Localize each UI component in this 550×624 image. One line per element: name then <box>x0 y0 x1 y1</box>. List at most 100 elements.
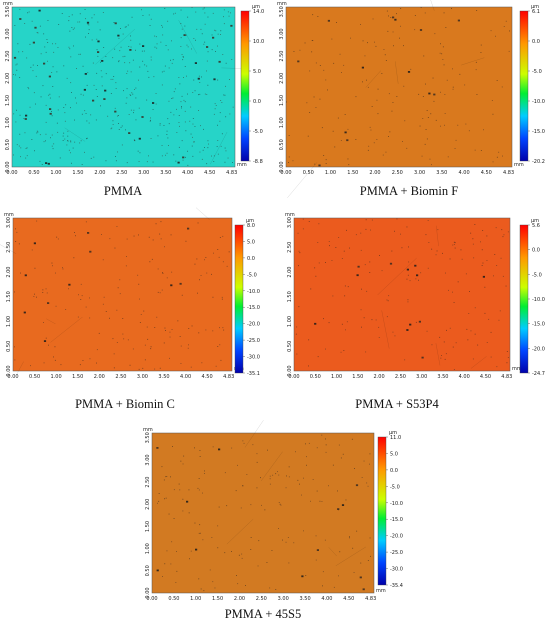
y-tick-label: 3.50 <box>279 6 285 17</box>
panel-pmma-biomin-c: 0.00 0.50 1.00 1.50 2.00 2.50 3.00 3.50 4.00 4.50… <box>0 207 275 418</box>
x-tick-label: 4.50 <box>480 374 491 380</box>
y-axis-unit: mm <box>3 1 13 7</box>
y-tick-label: 3.00 <box>279 28 285 39</box>
colorbar-unit: µm <box>531 4 539 10</box>
colorbar <box>519 224 529 374</box>
colorbar-tick-label: -35.4 <box>390 583 403 589</box>
colorbar-tick-label: -10.0 <box>390 501 403 507</box>
y-tick-label: 2.50 <box>5 51 11 62</box>
surface-map <box>152 433 374 593</box>
x-tick-label: 4.00 <box>459 374 470 380</box>
y-tick-label: 1.50 <box>6 291 12 302</box>
surface-map <box>294 218 510 371</box>
x-axis-unit: mm <box>514 162 524 168</box>
colorbar <box>234 224 244 374</box>
y-tick-label: 2.50 <box>145 477 151 488</box>
x-tick-label: 0.50 <box>168 596 179 602</box>
x-tick-label: 2.50 <box>116 170 127 176</box>
colorbar-tick-label: -20.2 <box>532 159 545 165</box>
panel-caption: PMMA + S53P4 <box>355 397 439 411</box>
x-tick-label: 4.00 <box>180 374 191 380</box>
surface-texture <box>13 7 245 166</box>
colorbar-tick-label: -10.0 <box>247 289 260 295</box>
x-tick-label: 2.50 <box>395 374 406 380</box>
y-tick-label: 0.00 <box>145 587 151 598</box>
colorbar-tick-label: 6.1 <box>532 9 540 15</box>
x-tick-label: 0.00 <box>6 170 17 176</box>
colorbar-tick-label: -30.0 <box>247 355 260 361</box>
x-tick-label: 0.50 <box>28 170 39 176</box>
colorbar-tick-label: 0.0 <box>247 256 255 262</box>
colorbar-tick-label: -30.0 <box>390 567 403 573</box>
x-tick-label: 0.50 <box>303 170 314 176</box>
x-tick-label: 0.00 <box>280 170 291 176</box>
y-tick-label: 2.00 <box>287 267 293 278</box>
x-tick-label: 3.50 <box>160 170 171 176</box>
x-tick-label: 4.50 <box>481 170 492 176</box>
colorbar-tick-label: -8.8 <box>253 159 263 165</box>
x-tick-label: 2.00 <box>94 170 105 176</box>
x-tick-label: 4.83 <box>365 596 376 602</box>
colorbar-tick-label: -5.0 <box>390 484 400 490</box>
colorbar-tick-label: 5.0 <box>247 239 255 245</box>
surface-texture <box>286 0 510 198</box>
y-tick-label: 2.00 <box>5 73 11 84</box>
y-axis-unit: mm <box>277 1 287 7</box>
y-tick-label: 1.50 <box>287 291 293 302</box>
x-tick-label: 2.50 <box>256 596 267 602</box>
colorbar-unit: µm <box>531 218 539 224</box>
panel-pmma-s53p4: 0.00 0.50 1.00 1.50 2.00 2.50 3.00 3.50 4.00 4.50… <box>275 212 550 418</box>
colorbar-unit: µm <box>389 430 397 436</box>
x-tick-label: 1.00 <box>331 374 342 380</box>
surface-map <box>13 218 232 371</box>
colorbar-tick-label: -24.7 <box>532 371 545 377</box>
panel-pmma-45s5: 0.00 0.50 1.00 1.50 2.00 2.50 3.00 3.50 4.00 4.50… <box>138 420 413 624</box>
y-tick-label: 2.00 <box>145 499 151 510</box>
colorbar-tick-label: 5.6 <box>532 223 540 229</box>
y-tick-label: 1.00 <box>6 316 12 327</box>
y-tick-label: 1.50 <box>5 95 11 106</box>
colorbar-tick-label: -10.0 <box>532 297 545 303</box>
surface-figure: 0.00 0.50 1.00 1.50 2.00 2.50 3.00 3.50 4.00 4.50… <box>285 212 545 380</box>
x-tick-label: 0.00 <box>7 374 18 380</box>
y-tick-label: 0.50 <box>279 139 285 150</box>
x-tick-label: 2.00 <box>369 170 380 176</box>
colorbar-tick-label: -25.0 <box>247 338 260 344</box>
panel-caption: PMMA + 45S5 <box>224 607 302 621</box>
y-tick-label: 0.00 <box>287 365 293 376</box>
colorbar-tick-label: 10.0 <box>253 39 264 45</box>
colorbar <box>377 436 387 586</box>
surface-texture <box>0 207 230 375</box>
x-tick-label: 0.50 <box>29 374 40 380</box>
colorbar <box>519 10 529 162</box>
colorbar-tick-label: -15.0 <box>532 129 545 135</box>
x-tick-label: 4.50 <box>204 170 215 176</box>
colorbar-tick-label: 5.0 <box>253 69 261 75</box>
y-tick-label: 2.50 <box>6 242 12 253</box>
panel-pmma: 0.00 0.50 1.00 1.50 2.00 2.50 3.00 3.50 4.00 4.50… <box>0 0 275 205</box>
x-tick-label: 4.83 <box>501 374 512 380</box>
y-tick-label: 3.00 <box>145 454 151 465</box>
x-tick-label: 0.00 <box>288 374 299 380</box>
x-tick-label: 2.00 <box>234 596 245 602</box>
y-tick-label: 1.00 <box>287 316 293 327</box>
x-tick-label: 3.00 <box>138 170 149 176</box>
panel-caption: PMMA + Biomin C <box>75 397 175 411</box>
y-tick-label: 0.00 <box>6 365 12 376</box>
x-tick-label: 3.50 <box>300 596 311 602</box>
x-tick-label: 3.00 <box>414 170 425 176</box>
y-tick-label: 1.00 <box>5 117 11 128</box>
colorbar-unit: µm <box>252 4 260 10</box>
panel-caption: PMMA + Biomin F <box>359 184 459 198</box>
x-tick-label: 1.50 <box>352 374 363 380</box>
y-tick-label: 1.00 <box>145 543 151 554</box>
y-axis-unit: mm <box>285 212 295 218</box>
x-tick-label: 1.00 <box>190 596 201 602</box>
x-tick-label: 1.50 <box>212 596 223 602</box>
colorbar-tick-label: -20.0 <box>532 346 545 352</box>
x-tick-label: 3.50 <box>436 170 447 176</box>
x-tick-label: 1.50 <box>72 374 83 380</box>
colorbar-tick-label: 14.0 <box>253 9 264 15</box>
colorbar-tick-label: -20.0 <box>390 534 403 540</box>
colorbar-tick-label: -5.0 <box>532 69 542 75</box>
